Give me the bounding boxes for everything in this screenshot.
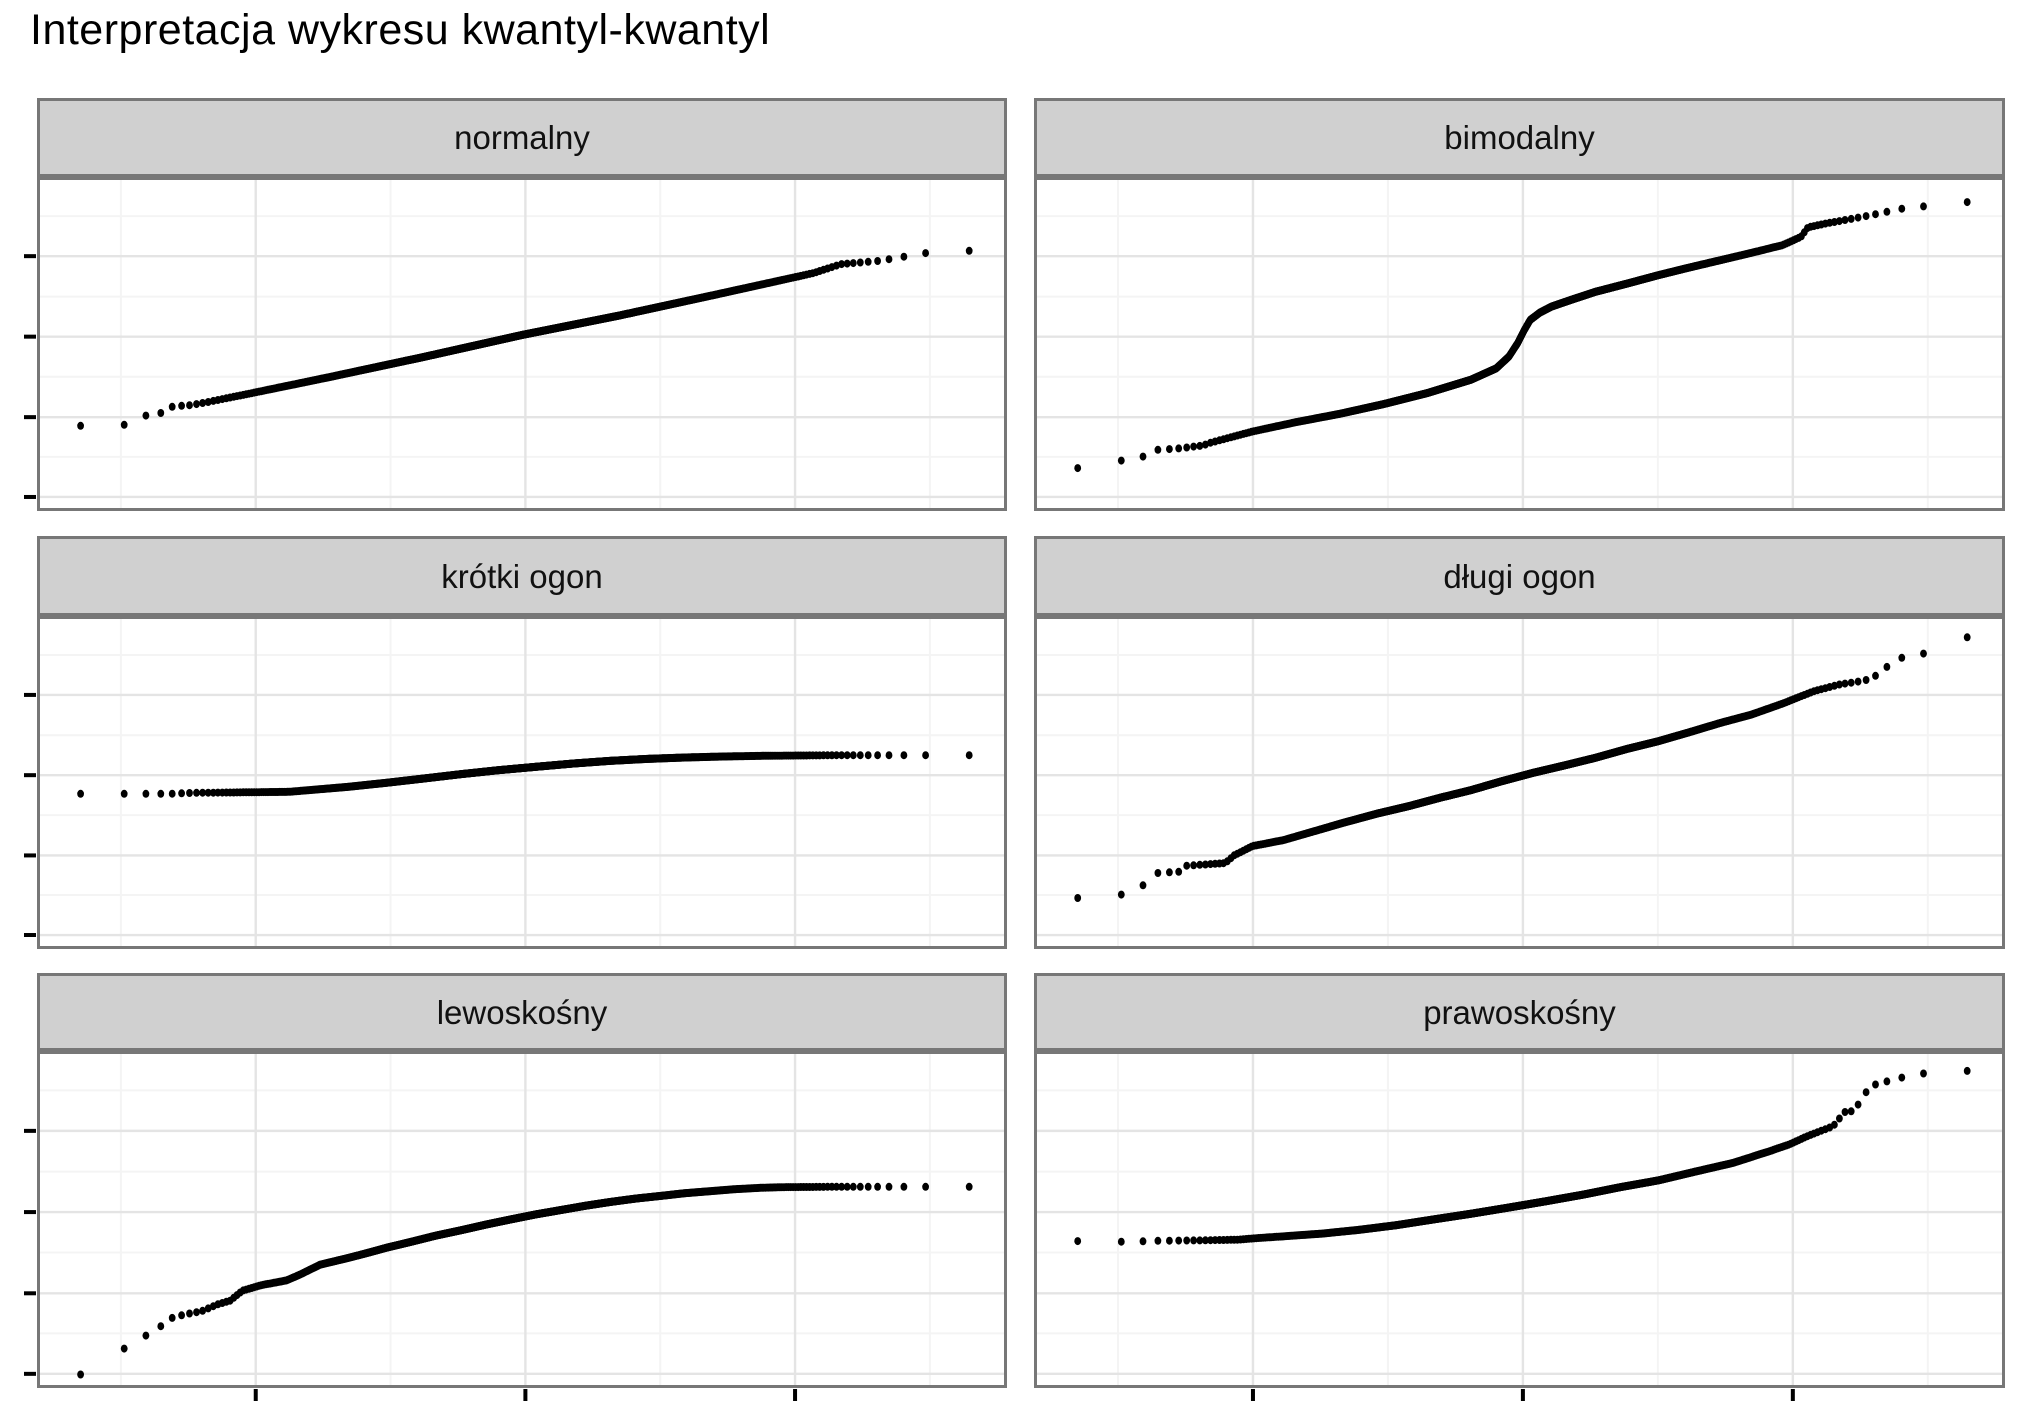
- facet-strip-label: normalny: [454, 119, 590, 156]
- facet-strip: lewoskośny: [37, 973, 1007, 1051]
- page-title: Interpretacja wykresu kwantyl-kwantyl: [30, 6, 771, 54]
- qq-panel-dlugi-ogon: [1034, 616, 2005, 949]
- facet-strip-label: prawoskośny: [1423, 993, 1616, 1031]
- qq-panel-bimodalny: [1034, 177, 2005, 511]
- qq-panel-lewoskosny: [24, 1051, 1007, 1401]
- qq-panel-normalny: [24, 177, 1007, 511]
- qq-panel-prawoskosny: [1034, 1051, 2005, 1401]
- facet-strip-label: długi ogon: [1443, 557, 1596, 595]
- qq-panel-krotki-ogon: [24, 616, 1007, 949]
- facet-strip: krótki ogon: [37, 536, 1007, 616]
- facet-strip: długi ogon: [1034, 536, 2005, 616]
- facet-strip-label: krótki ogon: [441, 557, 603, 595]
- facet-strip: normalny: [37, 98, 1007, 177]
- facet-strip-label: bimodalny: [1444, 119, 1595, 156]
- facet-strip: prawoskośny: [1034, 973, 2005, 1051]
- facet-strip: bimodalny: [1034, 98, 2005, 177]
- facet-strip-label: lewoskośny: [436, 993, 608, 1031]
